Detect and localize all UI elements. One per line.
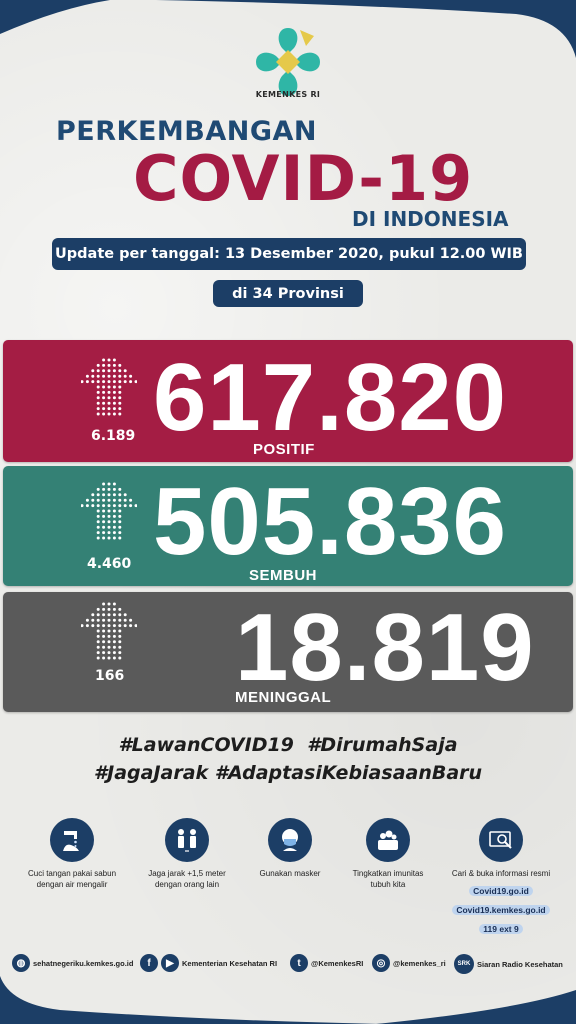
footer-twitter[interactable]: t @KemenkesRI [290,954,363,972]
recovered-value: 505.836 [153,468,508,575]
mask-icon [268,818,312,862]
radio-label: Siaran Radio Kesehatan [477,959,563,969]
distance-icon [165,818,209,862]
page-title: COVID-19 [133,142,474,215]
positive-delta: 6.189 [91,428,136,444]
instagram-handle[interactable]: @kemenkes_ri [393,958,446,968]
bottom-right-wave [376,990,576,1024]
tip-handwash-text-1: Cuci tangan pakai sabun [27,869,117,878]
footer-facebook-youtube[interactable]: f ▶ Kementerian Kesehatan RI [140,954,277,972]
hotline-number: 119 ext 9 [479,924,523,934]
info-search-icon [479,818,523,862]
tip-immunity-text-2: tubuh kita [370,880,406,889]
tip-distance-text-2: dengan orang lain [154,880,220,889]
link-covid19-go-id[interactable]: Covid19.go.id [469,886,533,896]
radio-badge-icon: SRK [454,954,474,974]
provinces-badge: di 34 Provinsi [213,280,363,307]
title-sub: DI INDONESIA [352,207,509,231]
positive-value: 617.820 [153,344,508,451]
footer-social: ◍ sehatnegeriku.kemkes.go.id f ▶ Kemente… [0,950,576,978]
footer-radio[interactable]: SRK Siaran Radio Kesehatan [454,954,563,974]
footer-website[interactable]: ◍ sehatnegeriku.kemkes.go.id [12,954,133,972]
twitter-handle[interactable]: @KemenkesRI [311,958,364,968]
brand-name: KEMENKES RI [255,90,321,99]
deaths-value: 18.819 [235,594,535,701]
handwash-icon [50,818,94,862]
footer-instagram[interactable]: ◎ @kemenkes_ri [372,954,446,972]
recovered-label: SEMBUH [249,567,318,584]
stat-card-recovered: 4.460 505.836 SEMBUH [3,466,573,586]
up-arrow-icon [81,602,137,660]
recovered-delta: 4.460 [87,556,132,572]
tip-distance-text-1: Jaga jarak +1,5 meter [148,869,226,878]
fb-yt-label: Kementerian Kesehatan RI [182,958,278,968]
hashtags-line-2: #JagaJarak #AdaptasiKebiasaanBaru [93,762,483,784]
stat-card-positive: 6.189 617.820 POSITIF [3,340,573,462]
hashtags-line-1: #LawanCOVID19 #DirumahSaja [118,734,458,756]
youtube-icon[interactable]: ▶ [161,954,179,972]
deaths-delta: 166 [95,668,125,684]
tip-distance: Jaga jarak +1,5 meter dengan orang lain [127,818,247,890]
tip-handwash: Cuci tangan pakai sabun dengan air mengal… [12,818,132,890]
tip-info: Cari & buka informasi resmi Covid19.go.i… [438,818,564,936]
tip-info-text-1: Cari & buka informasi resmi [451,869,551,878]
link-covid19-kemkes[interactable]: Covid19.kemkes.go.id [452,905,550,915]
tip-handwash-text-2: dengan air mengalir [36,880,108,889]
top-left-wave [0,0,110,34]
up-arrow-icon [81,358,137,416]
globe-icon: ◍ [12,954,30,972]
kemenkes-logo-icon [256,28,320,96]
tip-mask: Gunakan masker [230,818,350,879]
tip-immunity: Tingkatkan imunitas tubuh kita [328,818,448,890]
top-right-wave [156,0,576,58]
positive-label: POSITIF [253,441,315,458]
tip-immunity-text-1: Tingkatkan imunitas [352,869,424,878]
update-badge: Update per tanggal: 13 Desember 2020, pu… [52,238,526,270]
immunity-icon [366,818,410,862]
deaths-label: MENINGGAL [235,689,332,706]
facebook-icon[interactable]: f [140,954,158,972]
title-top: PERKEMBANGAN [56,116,317,147]
tip-mask-text-1: Gunakan masker [259,869,321,878]
bottom-left-wave [0,976,380,1024]
twitter-icon[interactable]: t [290,954,308,972]
stat-card-deaths: 166 18.819 MENINGGAL [3,592,573,712]
website-link[interactable]: sehatnegeriku.kemkes.go.id [33,958,134,968]
instagram-icon[interactable]: ◎ [372,954,390,972]
prevention-tips: Cuci tangan pakai sabun dengan air mengal… [0,818,576,934]
up-arrow-icon [81,482,137,540]
